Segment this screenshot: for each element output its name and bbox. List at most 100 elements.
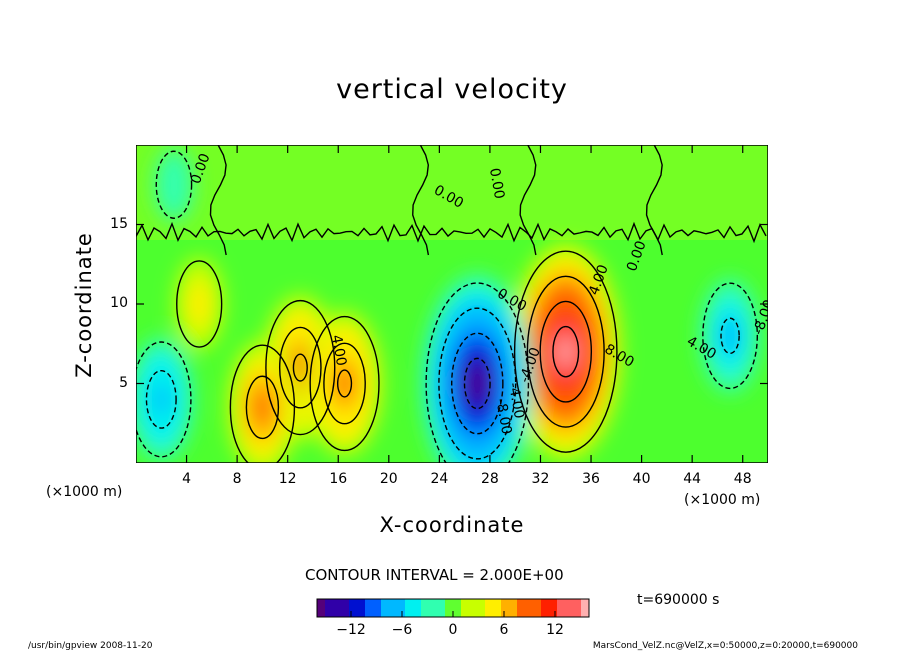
contour-line bbox=[245, 375, 280, 440]
contour-line bbox=[513, 250, 618, 453]
colorbar bbox=[316, 598, 590, 618]
x-tick-label: 28 bbox=[480, 471, 499, 487]
x-tick-label: 32 bbox=[531, 471, 550, 487]
y-axis-label: Z-coordinate bbox=[72, 232, 96, 378]
x-tick-label: 48 bbox=[733, 471, 752, 487]
colorbar-tick-label: 0 bbox=[448, 622, 458, 638]
time-label: t=690000 s bbox=[637, 592, 720, 608]
contour-line bbox=[292, 353, 308, 382]
x-tick-label: 44 bbox=[683, 471, 702, 487]
contour-interval: CONTOUR INTERVAL = 2.000E+00 bbox=[305, 566, 564, 584]
contour-line bbox=[425, 282, 530, 463]
colorbar-tick-label: −6 bbox=[391, 622, 413, 638]
colorbar-swatch bbox=[421, 599, 430, 617]
colorbar-swatch bbox=[453, 599, 462, 617]
colorbar-swatch bbox=[373, 599, 382, 617]
colorbar-swatch bbox=[525, 599, 534, 617]
contour-line bbox=[336, 369, 353, 398]
colorbar-swatch bbox=[437, 599, 446, 617]
contour-line bbox=[265, 299, 336, 436]
x-tick-label: 24 bbox=[430, 471, 449, 487]
contour-label: -4.00 bbox=[505, 381, 527, 419]
x-tick-label: 12 bbox=[278, 471, 297, 487]
colorbar-swatch bbox=[549, 599, 558, 617]
zero-contour bbox=[412, 145, 430, 256]
colorbar-swatch bbox=[477, 599, 486, 617]
colorbar-swatch bbox=[317, 599, 326, 617]
colorbar-swatch bbox=[501, 599, 510, 617]
x-tick-label: 36 bbox=[582, 471, 600, 487]
colorbar-swatch bbox=[397, 599, 406, 617]
colorbar-swatch bbox=[573, 599, 582, 617]
feature-level bbox=[153, 383, 170, 415]
contour-line bbox=[438, 307, 517, 460]
feature-level bbox=[253, 390, 272, 425]
colorbar-swatch bbox=[517, 599, 526, 617]
contour-label: -8.00 bbox=[492, 397, 514, 435]
colorbar-swatch bbox=[405, 599, 414, 617]
x-tick-label: 16 bbox=[329, 471, 348, 487]
colorbar-swatch bbox=[365, 599, 374, 617]
chart-title: vertical velocity bbox=[336, 74, 568, 105]
colorbar-swatch bbox=[533, 599, 542, 617]
feature-level bbox=[470, 369, 485, 398]
x-unit-right: (×1000 m) bbox=[684, 492, 761, 508]
contour-line bbox=[155, 150, 193, 219]
contour-line bbox=[526, 275, 605, 428]
contour-line bbox=[229, 344, 296, 463]
colorbar-swatch bbox=[333, 599, 342, 617]
upper-layer bbox=[136, 145, 768, 240]
y-tick-label: 5 bbox=[119, 374, 128, 391]
colorbar-swatch bbox=[381, 599, 390, 617]
feature-level bbox=[720, 316, 740, 355]
contour-line bbox=[451, 332, 504, 435]
feature-level bbox=[337, 368, 353, 399]
colorbar-swatch bbox=[485, 599, 494, 617]
colorbar-tick-label: −12 bbox=[336, 622, 366, 638]
colorbar-swatch bbox=[429, 599, 438, 617]
colorbar-swatch bbox=[325, 599, 334, 617]
contour-line bbox=[145, 369, 177, 429]
colorbar-swatch bbox=[565, 599, 574, 617]
feature-level bbox=[558, 338, 573, 366]
colorbar-swatch bbox=[461, 599, 470, 617]
feature-level bbox=[187, 280, 212, 328]
contour-line bbox=[136, 341, 192, 458]
feature-level bbox=[164, 166, 184, 203]
y-tick-label: 15 bbox=[110, 215, 128, 232]
x-tick-label: 40 bbox=[632, 471, 651, 487]
y-tick-label: 10 bbox=[110, 295, 128, 311]
contour-line bbox=[463, 357, 491, 410]
colorbar-tick-label: 6 bbox=[499, 622, 509, 638]
contour-line bbox=[176, 260, 223, 348]
contour-line bbox=[539, 300, 593, 403]
colorbar-swatch bbox=[349, 599, 358, 617]
contour-line bbox=[278, 326, 322, 409]
colorbar-swatch bbox=[541, 599, 550, 617]
colorbar-swatch bbox=[557, 599, 566, 617]
x-tick-label: 20 bbox=[379, 471, 398, 487]
x-tick-label: 4 bbox=[182, 471, 191, 487]
colorbar-swatch bbox=[469, 599, 478, 617]
contour-label: 0.00 bbox=[486, 167, 507, 200]
contour-line bbox=[702, 282, 759, 390]
colorbar-swatch bbox=[581, 599, 590, 617]
contour-label: 4.00 bbox=[328, 334, 349, 367]
zero-contour-band bbox=[136, 221, 767, 244]
x-tick-label: 8 bbox=[232, 471, 242, 487]
contour-line bbox=[323, 342, 366, 425]
contour-line bbox=[309, 315, 380, 452]
colorbar-swatch bbox=[357, 599, 366, 617]
colorbar-swatch bbox=[389, 599, 398, 617]
x-axis-label: X-coordinate bbox=[379, 513, 525, 537]
heatmap-plot: 0.000.00 0.000.000.004.004.004.00-8.00-4.… bbox=[136, 145, 768, 463]
contour-line bbox=[552, 325, 580, 378]
colorbar-swatch bbox=[445, 599, 454, 617]
colorbar-swatch bbox=[341, 599, 350, 617]
zero-contour bbox=[209, 145, 227, 256]
footer-left: /usr/bin/gpview 2008-11-20 bbox=[28, 641, 153, 651]
footer-right: MarsCond_VelZ.nc@VelZ,x=0:50000,z=0:2000… bbox=[592, 641, 858, 651]
colorbar-tick-label: 12 bbox=[546, 622, 564, 638]
colorbar-swatch bbox=[413, 599, 422, 617]
x-unit-left: (×1000 m) bbox=[46, 484, 123, 500]
